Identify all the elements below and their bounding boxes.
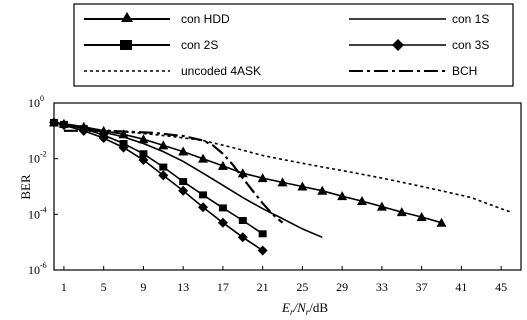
legend-triangle-marker [121,12,133,22]
legend-label-con-3s: con 3S [452,38,489,52]
legend-diamond-marker [392,39,404,51]
data-point-triangle [217,160,228,170]
y-tick-label: 100 [28,94,44,110]
data-point-diamond [178,185,189,196]
data-point-square [238,217,247,225]
data-point-diamond [158,170,169,181]
data-point-diamond [58,120,69,131]
x-axis-label: Er/Nr/dB [281,300,328,317]
data-point-square [218,204,227,212]
x-tick-label: 45 [495,280,507,294]
plot-area-frame [53,102,522,271]
data-point-triangle [277,177,288,187]
legend-label-uncoded-4ask: uncoded 4ASK [181,64,261,78]
y-axis-ticks: 100 10-2 10-4 10-6 [28,94,58,277]
series-line-uncoded-4ask [83,127,512,213]
y-tick-label: 10-2 [28,150,47,166]
legend-item-con-3s: con 3S [349,38,489,52]
data-point-square [139,150,148,158]
legend-label-con-1s: con 1S [452,12,489,26]
legend-item-uncoded-4ask: uncoded 4ASK [84,64,261,78]
x-tick-label: 41 [455,280,467,294]
x-tick-label: 9 [140,280,146,294]
series-layer [49,117,512,256]
data-point-triangle [317,185,328,195]
data-point-triangle [396,207,407,217]
series-line-con-3s [53,121,264,252]
series-uncoded-4ask [83,127,512,213]
y-tick-label: 10-4 [28,205,47,221]
x-tick-label: 33 [376,280,388,294]
legend-label-bch: BCH [452,64,477,78]
series-line-bch [63,129,284,224]
data-point-square [258,230,267,238]
data-point-diamond [217,217,228,228]
legend-square-marker [120,40,132,50]
data-point-diamond [49,117,59,128]
data-point-triangle [416,212,427,222]
x-tick-label: 1 [61,280,67,294]
data-point-diamond [198,202,209,213]
series-bch [63,129,284,224]
data-point-diamond [237,232,248,243]
legend: con HDD con 1S con 2S con 3S uncoded 4AS… [73,3,514,87]
data-point-diamond [257,245,268,256]
legend-item-bch: BCH [349,64,477,78]
x-tick-label: 13 [177,280,189,294]
x-tick-label: 17 [217,280,229,294]
data-point-triangle [436,217,447,227]
data-point-diamond [138,154,149,165]
data-point-diamond [118,142,129,153]
x-axis-ticks: 1 5 9 13 17 21 25 29 33 37 41 45 [61,266,507,294]
y-axis-label: BER [18,174,33,200]
data-point-triangle [376,201,387,211]
data-point-diamond [98,133,109,144]
data-point-triangle [297,181,308,191]
series-line-con-2s [53,121,264,235]
y-tick-label: 10-6 [28,261,47,277]
legend-label-con-hdd: con HDD [181,12,230,26]
legend-item-con-hdd: con HDD [84,12,230,26]
data-point-triangle [237,168,248,178]
data-point-triangle [357,196,368,206]
series-con-2s [50,118,267,238]
data-point-triangle [138,134,149,144]
x-tick-label: 25 [296,280,308,294]
x-tick-label: 5 [101,280,107,294]
data-point-triangle [257,173,268,183]
x-tick-label: 29 [336,280,348,294]
legend-label-con-2s: con 2S [181,38,218,52]
data-point-triangle [158,140,169,150]
data-point-triangle [337,191,348,201]
legend-item-con-1s: con 1S [349,12,489,26]
legend-box [73,3,514,87]
data-point-triangle [178,146,189,156]
series-con-3s [49,117,268,256]
x-tick-label: 21 [257,280,269,294]
data-point-square [199,191,208,199]
x-tick-label: 37 [416,280,428,294]
data-point-square [159,163,168,171]
legend-item-con-2s: con 2S [84,38,218,52]
data-point-triangle [198,153,209,163]
data-point-square [179,178,188,186]
